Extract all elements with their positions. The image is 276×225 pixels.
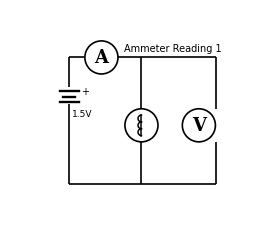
Circle shape <box>182 109 215 142</box>
Circle shape <box>85 42 118 75</box>
Text: Ammeter Reading 1: Ammeter Reading 1 <box>124 44 222 54</box>
Text: +: + <box>81 86 89 96</box>
Text: A: A <box>94 49 108 67</box>
Text: V: V <box>192 117 206 135</box>
Circle shape <box>125 109 158 142</box>
Text: 1.5V: 1.5V <box>72 109 92 118</box>
